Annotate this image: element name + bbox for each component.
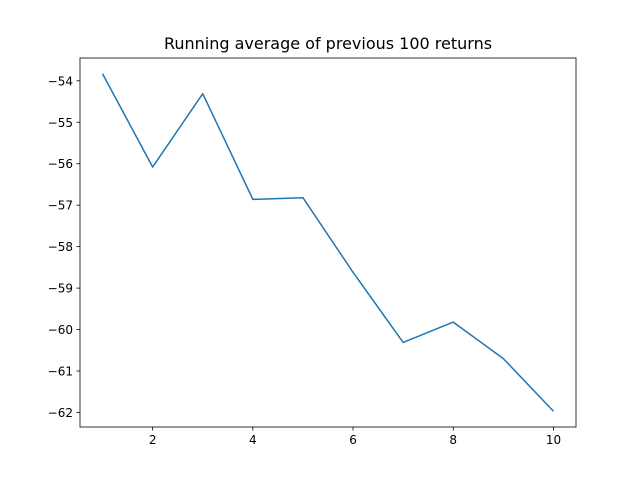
x-tick-label: 4 (249, 433, 257, 447)
y-tick-label: −62 (48, 406, 73, 420)
axes-frame (79, 57, 577, 428)
y-tick-label: −54 (48, 74, 73, 88)
y-tick-label: −58 (48, 240, 73, 254)
x-tick-label: 2 (149, 433, 157, 447)
chart-title: Running average of previous 100 returns (164, 34, 492, 53)
y-tick-label: −55 (48, 116, 73, 130)
y-tick-label: −59 (48, 282, 73, 296)
y-tick-label: −61 (48, 365, 73, 379)
x-tick-label: 10 (546, 433, 561, 447)
y-axis: −54 −55 −56 −57 −58 −59 −60 −61 −62 (48, 74, 80, 420)
y-tick-label: −60 (48, 323, 73, 337)
series-line-0 (101, 73, 554, 412)
plot-area (101, 73, 554, 412)
x-tick-label: 8 (449, 433, 457, 447)
x-axis: 2 4 6 8 10 (149, 427, 561, 447)
y-tick-label: −57 (48, 199, 73, 213)
x-tick-label: 6 (349, 433, 357, 447)
y-tick-label: −56 (48, 157, 73, 171)
